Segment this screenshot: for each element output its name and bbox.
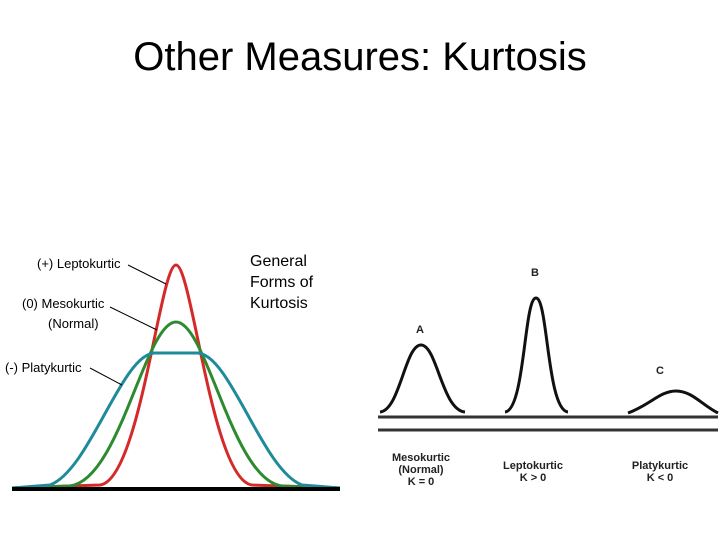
label: (0) Mesokurtic xyxy=(22,296,105,311)
curve-a xyxy=(379,343,466,414)
curve-b xyxy=(504,296,569,414)
caption: Forms of xyxy=(250,274,314,291)
label: (Normal) xyxy=(48,316,99,331)
panel-letter: A xyxy=(416,324,424,336)
mesokurtic-curve xyxy=(11,320,341,490)
panel-text: K = 0 xyxy=(408,476,435,488)
arrow xyxy=(127,264,167,285)
left-figure: (+) Leptokurtic (0) Mesokurtic (Normal) … xyxy=(5,253,341,491)
slide-title: Other Measures: Kurtosis xyxy=(133,35,587,79)
panel-text: Platykurtic xyxy=(632,460,688,472)
panel-text: K > 0 xyxy=(520,472,547,484)
panel-text: K < 0 xyxy=(647,472,674,484)
caption: Kurtosis xyxy=(250,295,308,312)
panel-text: Leptokurtic xyxy=(503,460,563,472)
label: (-) Platykurtic xyxy=(5,360,82,375)
leptokurtic-curve xyxy=(11,263,341,490)
arrow xyxy=(109,306,158,331)
panel-text: Mesokurtic xyxy=(392,452,450,464)
panel-letter: B xyxy=(531,267,539,279)
label: (+) Leptokurtic xyxy=(37,256,121,271)
panel-text: (Normal) xyxy=(398,464,444,476)
arrow xyxy=(89,367,123,386)
platykurtic-curve xyxy=(11,351,341,490)
panel-letter: C xyxy=(656,365,664,377)
right-figure: A B C Mesokurtic (Normal) K = 0 Leptokur… xyxy=(378,267,719,488)
caption: General xyxy=(250,253,307,270)
curve-c xyxy=(627,389,719,415)
